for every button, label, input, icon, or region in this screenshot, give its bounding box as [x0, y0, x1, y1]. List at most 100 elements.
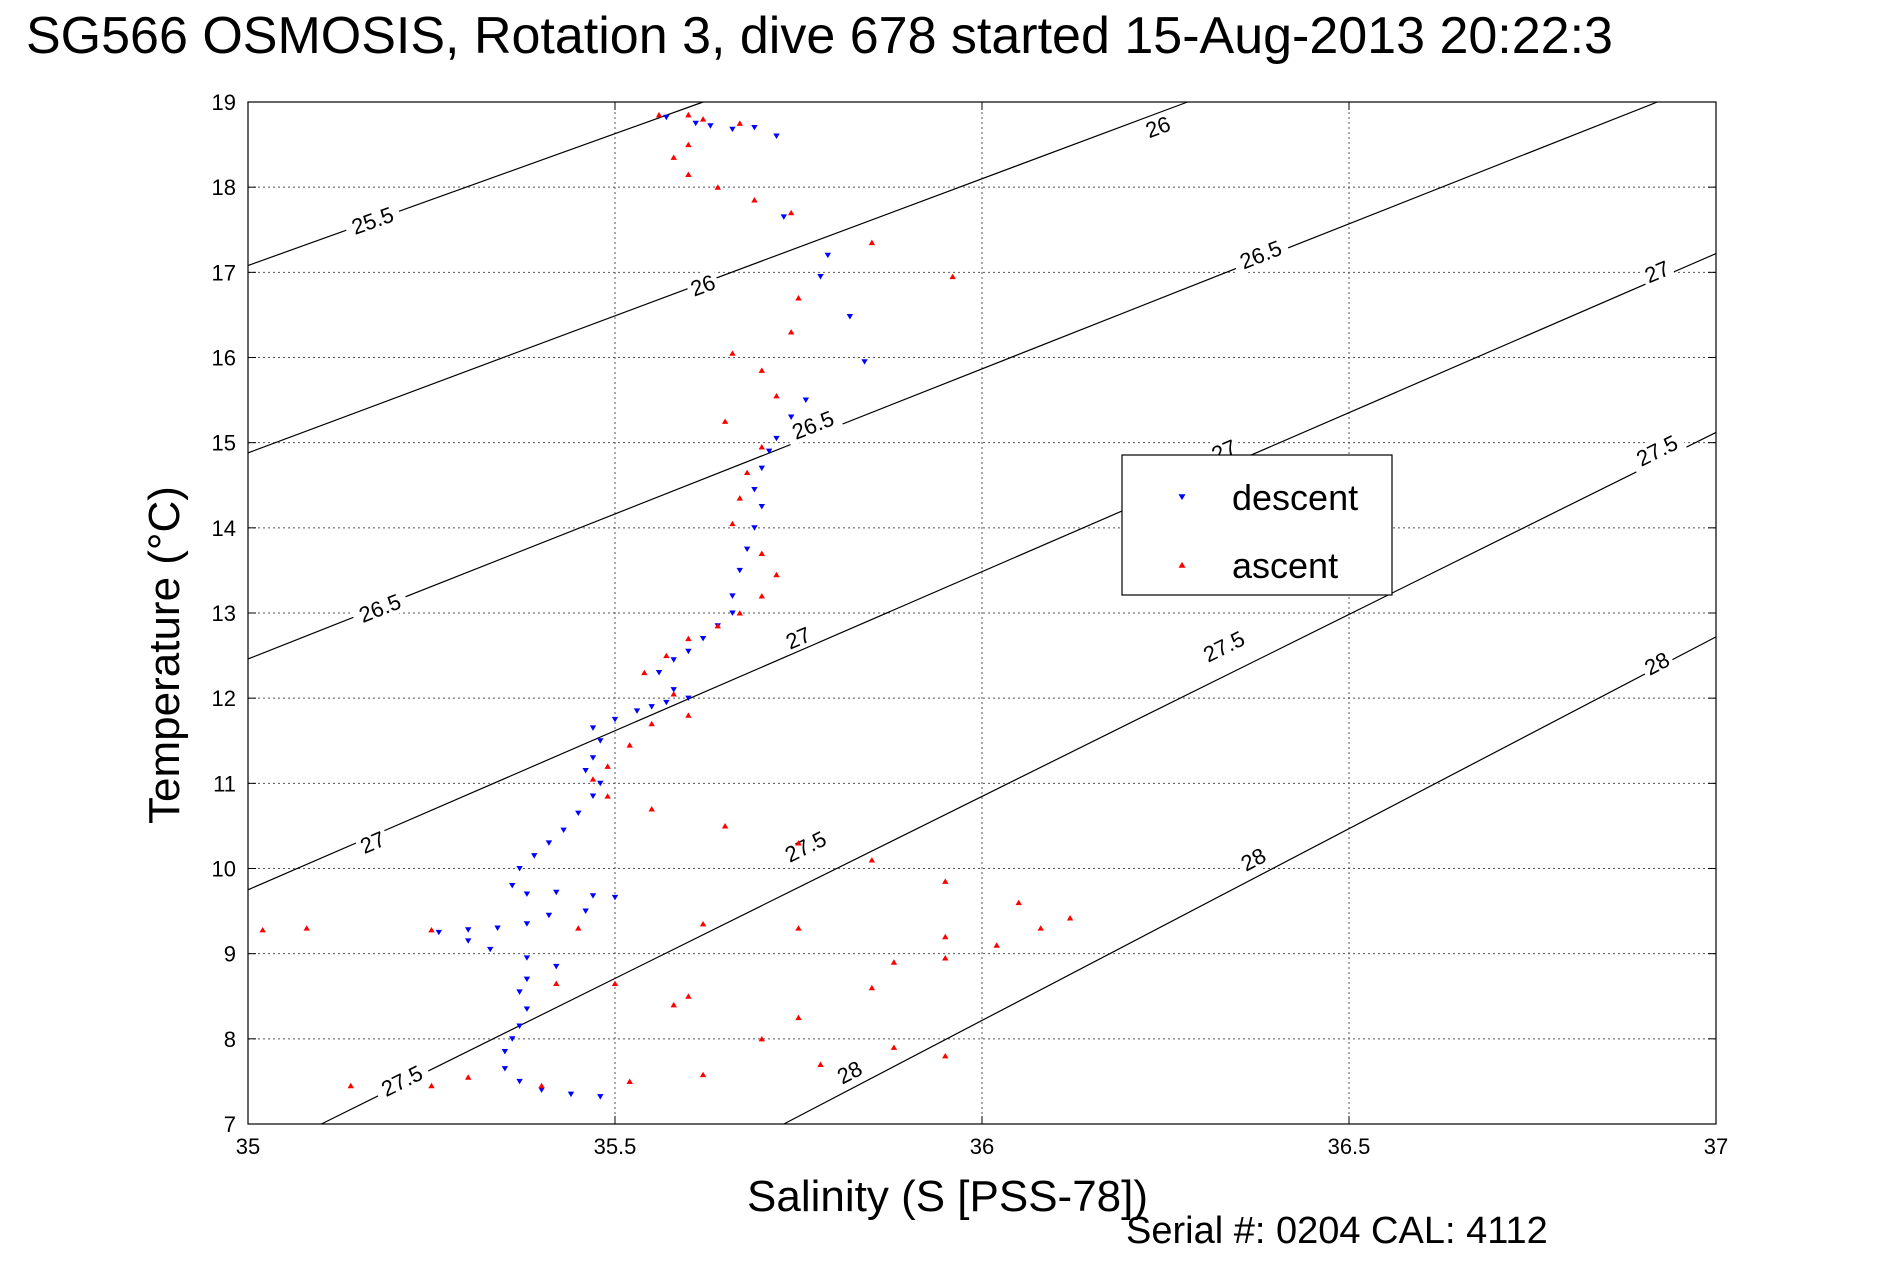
isopycnal-26.5: [247, 101, 1658, 660]
isopycnal-label: 27: [779, 620, 818, 655]
descent-point: [758, 503, 765, 510]
descent-point: [780, 214, 788, 220]
descent-point: [861, 359, 868, 365]
isopycnal-26: [247, 101, 1188, 454]
ascent-point: [1037, 925, 1044, 931]
descent-point: [523, 955, 531, 961]
descent-point: [699, 635, 707, 642]
ascent-point: [699, 116, 707, 122]
x-axis-label: Salinity (S [PSS-78]): [747, 1172, 1149, 1221]
descent-point: [736, 567, 743, 574]
svg-text:28: 28: [1640, 647, 1673, 680]
descent-point: [553, 889, 560, 896]
isopycnal-label: 25.5: [342, 199, 403, 242]
descent-point: [523, 976, 531, 983]
descent-point: [589, 793, 597, 799]
descent-point: [729, 593, 736, 599]
descent-point: [655, 670, 663, 676]
ascent-point: [604, 793, 611, 799]
isopycnal-label: 27.5: [1626, 427, 1688, 474]
descent-point: [516, 1023, 523, 1029]
ascent-point: [714, 622, 721, 629]
legend: descent ascent: [1121, 454, 1393, 596]
descent-point: [817, 274, 824, 280]
descent-point: [773, 133, 780, 139]
descent-point: [516, 989, 523, 995]
descent-point: [589, 755, 597, 761]
ascent-point: [670, 691, 677, 697]
ascent-point: [795, 1014, 802, 1021]
y-tick-label: 16: [212, 346, 236, 371]
descent-point: [611, 894, 619, 901]
ascent-point: [626, 1078, 633, 1084]
ascent-point: [699, 920, 707, 927]
ascent-point: [670, 1001, 677, 1008]
descent-point: [707, 123, 714, 129]
ascent-point: [890, 959, 898, 965]
ascent-point: [751, 197, 758, 203]
ascent-point: [259, 926, 266, 933]
ascent-point: [868, 857, 876, 863]
ascent-point: [641, 669, 648, 676]
descent-point: [589, 893, 597, 899]
isopycnal-label: 28: [830, 1054, 869, 1090]
x-tick-label: 35.5: [594, 1134, 637, 1159]
descent-point: [465, 938, 472, 944]
descent-point: [765, 448, 773, 455]
descent-point: [670, 657, 677, 663]
descent-point: [494, 925, 501, 931]
ascent-point: [648, 720, 655, 727]
descent-point: [545, 912, 553, 919]
x-tick-label: 37: [1704, 1134, 1728, 1159]
ascent-point: [729, 520, 736, 527]
descent-point: [509, 882, 516, 889]
chart-title: SG566 OSMOSIS, Rotation 3, dive 678 star…: [26, 7, 1613, 65]
y-axis-label: Temperature (°C): [140, 486, 189, 824]
x-tick-label: 36: [970, 1134, 994, 1159]
descent-point: [685, 695, 692, 702]
isopycnal-label: 27: [1637, 254, 1676, 289]
descent-point: [685, 648, 692, 655]
isopycnal-25.5: [247, 101, 704, 267]
isopycnal-label: 26: [684, 268, 722, 302]
descent-point: [751, 525, 758, 531]
ascent-point: [611, 980, 619, 987]
ascent-point: [655, 111, 663, 118]
descent-point: [787, 414, 795, 420]
y-tick-label: 11: [213, 771, 236, 796]
svg-text:26.5: 26.5: [355, 589, 404, 628]
descent-point: [516, 1078, 523, 1085]
ascent-point: [604, 763, 611, 769]
ascent-point: [721, 418, 729, 424]
descent-point: [758, 465, 765, 472]
legend-marker-ascent: [1178, 561, 1186, 568]
descent-point: [575, 810, 582, 817]
descent-point: [523, 891, 531, 897]
ascent-point: [942, 955, 949, 961]
isopycnal-label: 27.5: [774, 823, 836, 870]
y-tick-label: 18: [212, 175, 236, 200]
ascent-point: [1015, 899, 1022, 906]
ascent-point: [787, 209, 795, 216]
y-tick-label: 10: [212, 857, 236, 882]
ascent-point: [670, 154, 677, 160]
descent-point: [597, 1094, 604, 1100]
isopycnal-label: 27.5: [1193, 622, 1255, 670]
data-points: [259, 111, 1074, 1100]
descent-point: [751, 486, 758, 493]
descent-point: [846, 314, 854, 320]
descent-point: [802, 397, 810, 403]
ascent-point: [685, 712, 692, 718]
ascent-point: [949, 273, 956, 280]
ascent-point: [787, 329, 795, 335]
isopycnal-label: 26.5: [349, 586, 411, 630]
ascent-point: [868, 239, 876, 246]
ascent-point: [685, 635, 692, 642]
ascent-point: [736, 120, 743, 126]
grid-lines: [248, 102, 1716, 1124]
y-tick-label: 14: [212, 516, 236, 541]
descent-point: [729, 610, 736, 616]
descent-point: [582, 767, 589, 774]
ascent-point: [795, 925, 802, 931]
